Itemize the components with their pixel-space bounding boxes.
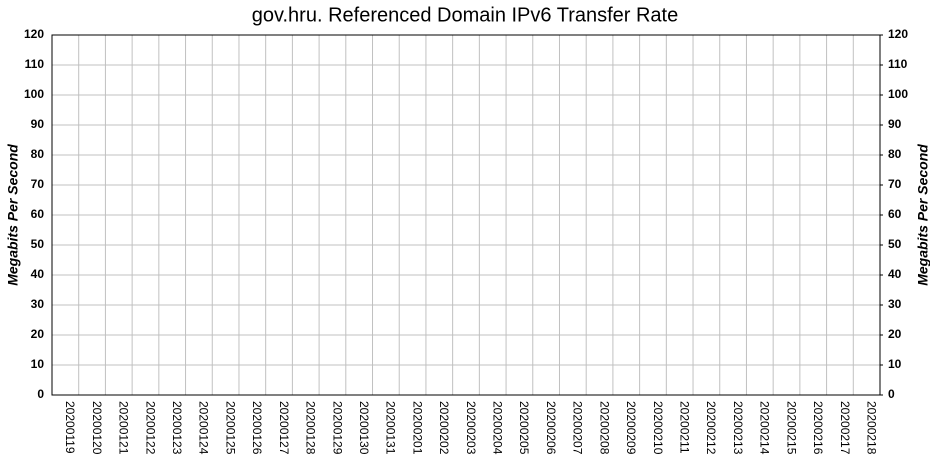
y2-tick-label: 110 xyxy=(888,57,908,71)
y2-tick-label: 0 xyxy=(888,387,895,401)
x-tick-label: 20200129 xyxy=(330,401,344,455)
y2-tick-label: 120 xyxy=(888,27,908,41)
y-tick-label: 120 xyxy=(24,27,44,41)
y-tick-label: 60 xyxy=(31,207,45,221)
x-tick-label: 20200121 xyxy=(117,401,131,455)
x-tick-label: 20200218 xyxy=(864,401,878,455)
x-tick-label: 20200122 xyxy=(143,401,157,455)
y-tick-label: 100 xyxy=(24,87,44,101)
chart-title: gov.hru. Referenced Domain IPv6 Transfer… xyxy=(252,4,679,26)
x-tick-label: 20200203 xyxy=(464,401,478,455)
x-tick-label: 20200130 xyxy=(357,401,371,455)
y2-tick-label: 30 xyxy=(888,297,902,311)
y-tick-label: 80 xyxy=(31,147,45,161)
x-tick-label: 20200123 xyxy=(170,401,184,455)
x-tick-label: 20200209 xyxy=(624,401,638,455)
x-tick-label: 20200207 xyxy=(571,401,585,455)
y-axis-label: Megabits Per Second xyxy=(5,144,21,286)
x-tick-label: 20200125 xyxy=(223,401,237,455)
plot-frame xyxy=(51,34,881,396)
y2-tick-label: 60 xyxy=(888,207,902,221)
y2-tick-label: 10 xyxy=(888,357,902,371)
x-tick-label: 20200201 xyxy=(410,401,424,455)
y2-tick-label: 40 xyxy=(888,267,902,281)
x-tick-label: 20200208 xyxy=(597,401,611,455)
x-tick-label: 20200128 xyxy=(304,401,318,455)
y-tick-label: 0 xyxy=(37,387,44,401)
x-tick-label: 20200210 xyxy=(651,401,665,455)
x-tick-label: 20200204 xyxy=(491,401,505,455)
y-tick-label: 30 xyxy=(31,297,45,311)
x-tick-label: 20200131 xyxy=(384,401,398,455)
y-tick-label: 20 xyxy=(31,327,45,341)
x-tick-label: 20200215 xyxy=(784,401,798,455)
x-tick-label: 20200214 xyxy=(758,401,772,455)
y2-axis-label: Megabits Per Second xyxy=(915,144,930,286)
y-tick-label: 90 xyxy=(31,117,45,131)
x-tick-label: 20200212 xyxy=(704,401,718,455)
x-tick-label: 20200202 xyxy=(437,401,451,455)
x-tick-label: 20200124 xyxy=(197,401,211,455)
x-tick-label: 20200127 xyxy=(277,401,291,455)
x-tick-label: 20200216 xyxy=(811,401,825,455)
x-tick-label: 20200211 xyxy=(678,401,692,454)
y2-tick-label: 20 xyxy=(888,327,902,341)
x-tick-label: 20200217 xyxy=(838,401,852,455)
y-tick-label: 50 xyxy=(31,237,45,251)
x-tick-label: 20200206 xyxy=(544,401,558,455)
y2-tick-label: 50 xyxy=(888,237,902,251)
x-tick-label: 20200213 xyxy=(731,401,745,455)
y-tick-label: 70 xyxy=(31,177,45,191)
y-tick-label: 110 xyxy=(25,57,45,71)
x-tick-label: 20200119 xyxy=(63,401,77,454)
x-tick-label: 20200126 xyxy=(250,401,264,455)
y-tick-label: 40 xyxy=(31,267,45,281)
y2-tick-label: 70 xyxy=(888,177,902,191)
x-tick-label: 20200120 xyxy=(90,401,104,455)
y2-tick-label: 80 xyxy=(888,147,902,161)
y2-tick-label: 100 xyxy=(888,87,908,101)
y2-tick-label: 90 xyxy=(888,117,902,131)
x-tick-label: 20200205 xyxy=(517,401,531,455)
y-tick-label: 10 xyxy=(31,357,45,371)
